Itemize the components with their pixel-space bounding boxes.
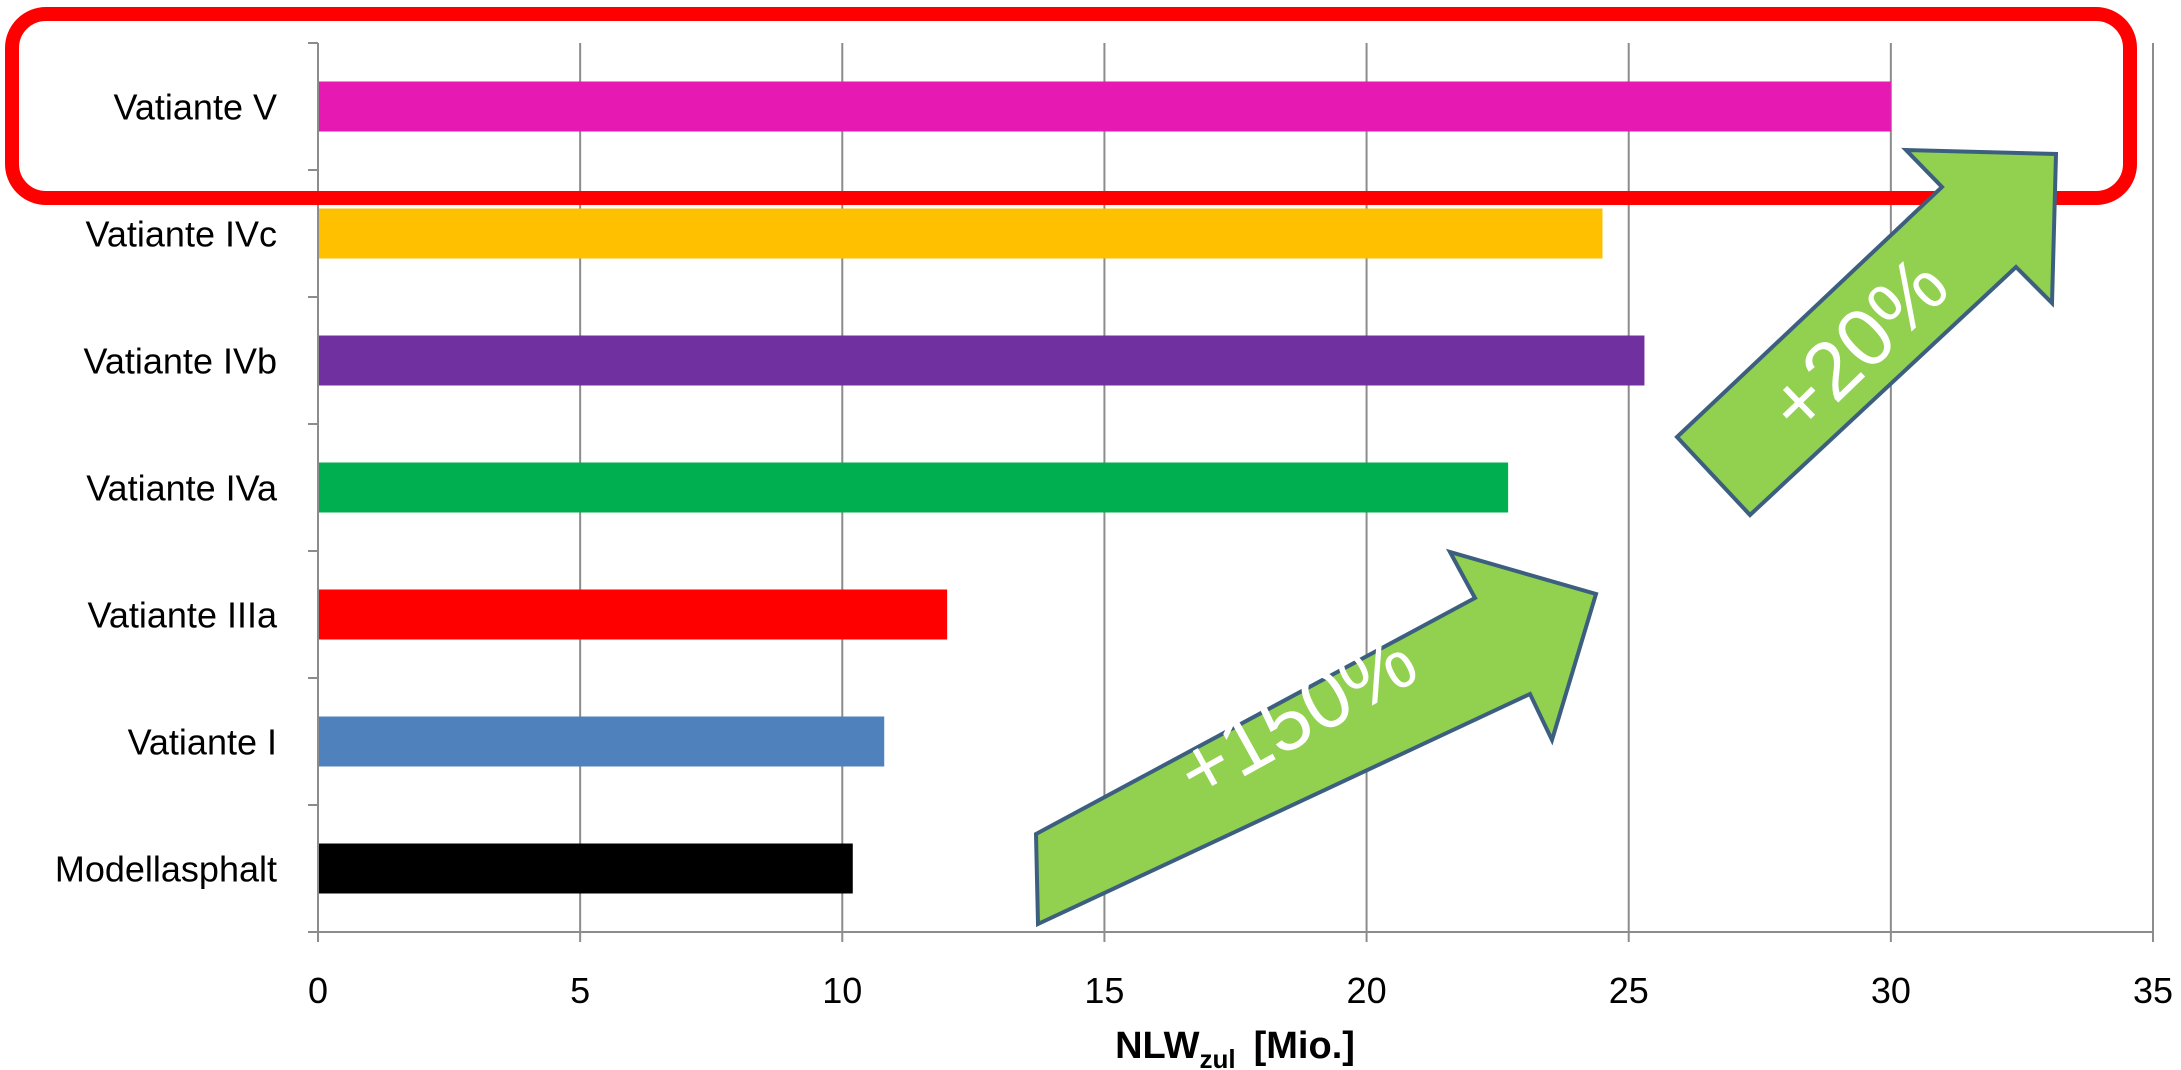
- x-tick-label: 0: [308, 970, 328, 1011]
- x-tick-label: 20: [1347, 970, 1387, 1011]
- category-label: Vatiante V: [114, 87, 277, 128]
- category-label: Vatiante IVc: [86, 214, 277, 255]
- category-labels: Vatiante V Vatiante IVc Vatiante IVb Vatian…: [55, 87, 278, 890]
- x-tick-label: 10: [822, 970, 862, 1011]
- bar: [319, 335, 1645, 386]
- category-label: Vatiante IIIa: [88, 595, 278, 636]
- x-tick-label: 5: [570, 970, 590, 1011]
- highlight-box: [5, 7, 2137, 205]
- arrow-150-shape: [1033, 548, 1599, 928]
- x-tick-label: 35: [2133, 970, 2173, 1011]
- x-axis-title: NLWzul [Mio.]: [1115, 1025, 1355, 1070]
- category-label: Vatiante I: [128, 722, 277, 763]
- category-label: Vatiante IVb: [84, 341, 277, 382]
- arrow-20-shape: [1674, 147, 2059, 518]
- category-label: Vatiante IVa: [86, 468, 278, 509]
- arrow-150-percent: +150%: [1033, 548, 1599, 928]
- bar: [319, 589, 948, 640]
- bar: [319, 81, 1891, 132]
- x-tick-label: 25: [1609, 970, 1649, 1011]
- category-label: Modellasphalt: [55, 849, 277, 890]
- bar: [319, 462, 1509, 513]
- bar: [319, 843, 853, 894]
- bars: [319, 81, 1891, 894]
- bar: [319, 208, 1603, 259]
- x-tick-label: 30: [1871, 970, 1911, 1011]
- bar: [319, 716, 885, 767]
- x-tick-label: 15: [1084, 970, 1124, 1011]
- x-tick-labels: 0 5 10 15 20 25 30 35: [308, 970, 2173, 1011]
